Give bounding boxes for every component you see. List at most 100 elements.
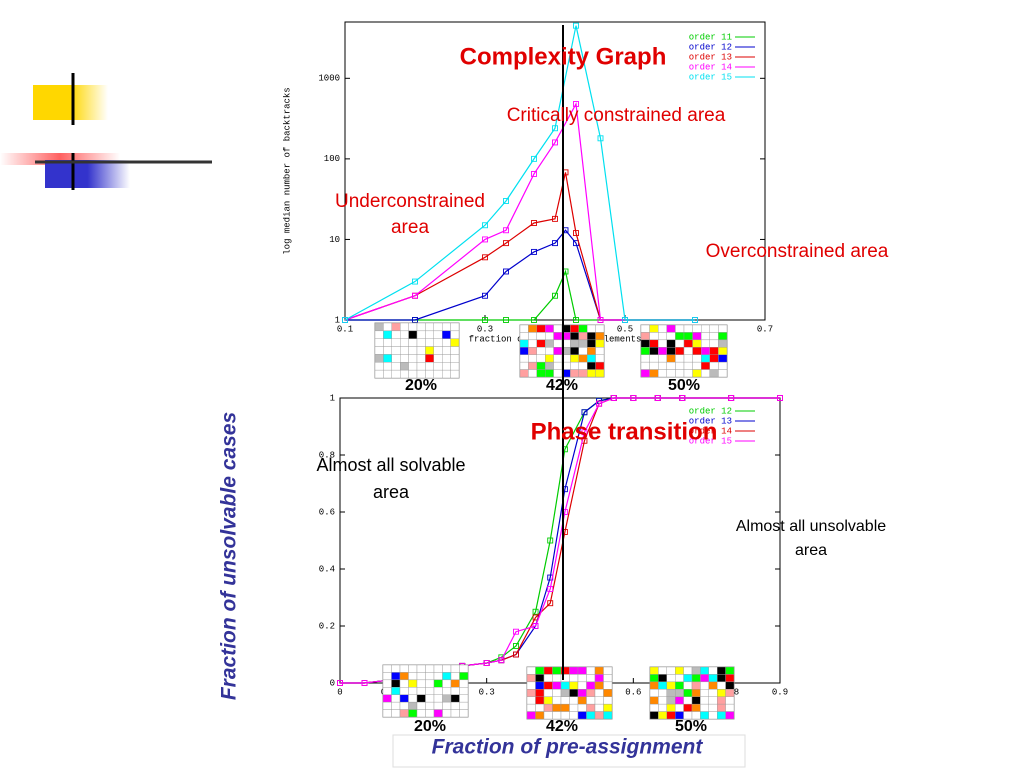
series-marker [503, 227, 509, 234]
thumbnail-cell [459, 694, 469, 703]
thumbnail-cell [399, 709, 409, 718]
thumbnail-cell [595, 369, 605, 378]
thumbnail-cell [603, 703, 613, 712]
series-marker [552, 125, 558, 132]
thumbnail-cell [560, 681, 570, 690]
thumbnail-cell [416, 330, 426, 339]
thumbnail-cell [675, 332, 685, 341]
thumbnail-cell [552, 703, 562, 712]
thumbnail [640, 324, 728, 378]
thumbnail-cell [450, 369, 460, 379]
thumbnail-cell [640, 361, 650, 370]
thumbnail-cell [433, 338, 443, 347]
y-axis-label: Fraction of unsolvable cases [218, 412, 241, 700]
thumbnail-cell [692, 354, 702, 363]
thumbnail-cell [528, 324, 538, 333]
thumbnail-cell [425, 679, 435, 688]
thumbnail-cell [666, 347, 676, 355]
thumbnail-cell [569, 696, 579, 705]
series-marker [679, 395, 686, 401]
thumbnail-cell [391, 338, 401, 347]
thumbnail-cell [675, 361, 685, 370]
series-marker [342, 317, 348, 323]
thumbnail-cell [570, 347, 580, 355]
thumbnail-cell [708, 711, 718, 720]
thumbnail-cell [569, 681, 579, 690]
thumbnail-cell [709, 347, 719, 355]
thumbnail-cell [442, 322, 451, 332]
thumbnail-cell [442, 330, 451, 339]
thumbnail-cell [675, 369, 685, 378]
thumbnail-cell [587, 354, 596, 363]
thumbnail-cell [595, 361, 605, 370]
thumbnail-cell [400, 338, 409, 347]
thumbnail-cell [545, 361, 554, 370]
thumbnail-cell [692, 347, 702, 355]
thumbnail-cell [640, 332, 650, 341]
thumbnail-cell [433, 330, 443, 339]
thumbnail-cell [374, 346, 384, 355]
annotation: Critically constrained area [507, 105, 726, 126]
series-marker [596, 400, 603, 407]
thumbnail-cell [683, 339, 693, 348]
annotation: Almost all unsolvable [736, 518, 886, 535]
thumbnail-cell [425, 338, 434, 347]
thumbnail-cell [519, 347, 529, 355]
thumbnail-cell [692, 369, 702, 378]
series-marker [482, 222, 488, 229]
thumbnail-cell [459, 701, 469, 710]
series-marker [483, 660, 490, 666]
thumbnail-cell [552, 696, 562, 705]
series-marker [597, 317, 604, 323]
thumbnail-cell [374, 354, 384, 363]
thumbnail-cell [658, 332, 668, 341]
series-marker [547, 586, 554, 592]
thumbnail-cell [700, 674, 710, 683]
thumbnail-cell [700, 666, 710, 675]
thumbnail-cell [433, 709, 443, 718]
thumbnail-cell [391, 701, 401, 710]
thumbnail-cell [545, 354, 554, 363]
thumbnail-cell [450, 664, 460, 673]
thumbnail-cell [425, 664, 435, 673]
series-marker [503, 198, 509, 204]
thumbnail-cell [718, 354, 728, 363]
thumbnail-cell [649, 339, 659, 348]
thumbnail [649, 666, 735, 720]
thumbnail-cell [691, 689, 701, 697]
thumbnail-cell [535, 681, 545, 690]
thumbnail-cell [649, 674, 659, 683]
thumbnail-cell [649, 666, 659, 675]
thumbnail-cell [459, 709, 469, 718]
thumbnail-cell [649, 696, 659, 705]
thumbnail-cell [683, 674, 693, 683]
y-tick-label: 0.4 [319, 564, 335, 574]
thumbnail-cell [658, 696, 668, 705]
thumbnail-cell [649, 332, 659, 341]
annotation: area [373, 482, 410, 502]
x-tick-label: 0.1 [337, 324, 353, 334]
thumbnail-cell [459, 679, 469, 688]
thumbnail-cell [408, 330, 418, 339]
thumbnail-cell [594, 711, 604, 720]
thumbnail-cell [391, 369, 401, 379]
thumbnail-cell [560, 689, 570, 697]
series-marker [531, 155, 537, 162]
annotation: Overconstrained area [706, 241, 889, 262]
thumbnail-cell [658, 689, 668, 697]
thumbnail-cell [577, 711, 587, 720]
series-marker [337, 680, 343, 686]
series-marker [531, 170, 537, 177]
thumbnail-cell [433, 672, 443, 681]
thumbnail-cell [382, 672, 392, 681]
thumbnail-cell [577, 703, 587, 712]
thumbnail-cell [543, 674, 553, 683]
x-axis-label: Fraction of pre-assignment [432, 736, 704, 759]
thumbnail-cell [374, 330, 384, 339]
y-tick-label: 0.8 [319, 450, 335, 460]
thumbnail-cell [569, 689, 579, 697]
thumbnail-cell [658, 347, 668, 355]
thumbnail-cell [725, 674, 735, 683]
series-marker [532, 614, 539, 621]
y-tick-label: 100 [324, 154, 340, 164]
